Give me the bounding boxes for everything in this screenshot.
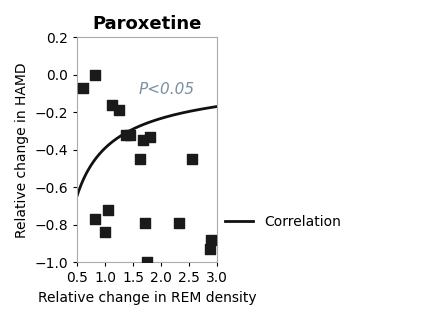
Point (136, 157, 143, 162)
Point (80, 85, 86, 91)
Y-axis label: Relative change in HAMD: Relative change in HAMD (15, 62, 29, 238)
Point (92, 72, 98, 77)
Point (188, 157, 195, 162)
Point (142, 220, 149, 226)
Point (102, 230, 109, 235)
Point (140, 138, 147, 143)
Point (123, 132, 130, 137)
Point (147, 134, 154, 139)
X-axis label: Relative change in REM density: Relative change in REM density (38, 291, 256, 305)
Legend: Correlation: Correlation (220, 209, 347, 235)
Title: Paroxetine: Paroxetine (92, 15, 202, 33)
Point (208, 237, 215, 243)
Text: P<0.05: P<0.05 (139, 82, 195, 97)
Point (92, 217, 98, 222)
Point (207, 247, 214, 252)
Point (116, 108, 123, 113)
Point (104, 207, 111, 212)
Point (144, 260, 150, 265)
Point (108, 102, 115, 108)
Point (175, 220, 182, 226)
Point (127, 132, 134, 137)
